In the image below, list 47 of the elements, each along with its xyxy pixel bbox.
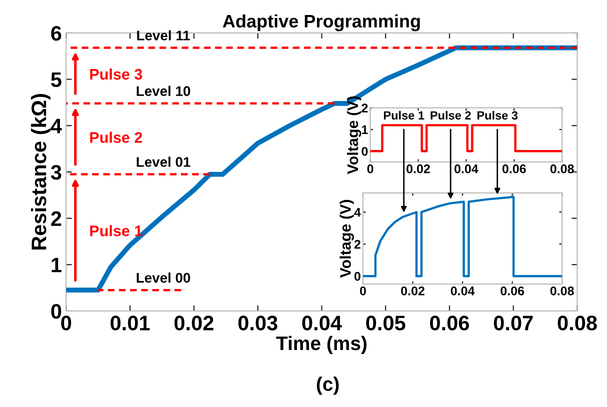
y-tick-label: 0 bbox=[362, 146, 368, 156]
x-axis-title: Time (ms) bbox=[276, 336, 366, 354]
x-tick-label: 0.04 bbox=[450, 286, 475, 296]
annotation: Pulse 1 bbox=[384, 110, 424, 120]
x-tick-label: 0.02 bbox=[401, 286, 424, 296]
y-tick-label: 6 bbox=[51, 26, 62, 41]
series-label: Level 11 bbox=[137, 30, 190, 40]
annotation: Pulse 2 bbox=[90, 132, 142, 143]
y-tick-label: 2 bbox=[362, 104, 368, 112]
line-series bbox=[362, 196, 562, 278]
x-tick-label: 0.07 bbox=[494, 316, 533, 330]
series-label: Level 01 bbox=[136, 156, 190, 167]
text: (c) bbox=[316, 376, 339, 395]
y-tick-label: 4 bbox=[354, 208, 361, 217]
x-tick-label: 0 bbox=[61, 316, 72, 330]
x-tick-label: 0.08 bbox=[550, 286, 574, 296]
y-tick-label: 3 bbox=[50, 164, 62, 180]
y-tick-label: 1 bbox=[52, 258, 62, 272]
y-tick-label: 2 bbox=[354, 240, 360, 249]
x-tick-label: 0.06 bbox=[430, 316, 470, 330]
y-tick-label: 5 bbox=[51, 72, 62, 88]
x-tick-label: 0.04 bbox=[454, 164, 478, 174]
annotation: Pulse 2 bbox=[430, 110, 471, 120]
x-tick-label: 0.08 bbox=[550, 164, 574, 174]
x-tick-label: 0.02 bbox=[406, 164, 430, 174]
x-tick-label: 0.01 bbox=[110, 316, 150, 330]
x-tick-label: 0.02 bbox=[174, 316, 214, 330]
y-tick-label: 0 bbox=[51, 304, 62, 319]
y-tick-label: 0 bbox=[354, 272, 360, 281]
series-label: Level 10 bbox=[136, 86, 190, 96]
series-label: Level 00 bbox=[136, 272, 190, 283]
x-tick-label: 0.05 bbox=[366, 316, 406, 330]
annotation: Pulse 1 bbox=[90, 225, 142, 236]
y-tick-label: 4 bbox=[50, 118, 62, 134]
x-tick-label: 0.04 bbox=[302, 316, 342, 330]
annotation: Pulse 3 bbox=[90, 68, 142, 80]
y-tick-label: 2 bbox=[51, 211, 62, 226]
y-axis-title: Voltage (V) bbox=[346, 96, 362, 174]
y-axis-title: Resistance (kΩ) bbox=[30, 94, 50, 250]
annotation: Pulse 3 bbox=[477, 110, 518, 120]
x-tick-label: 0.03 bbox=[238, 316, 278, 330]
chart-title: Adaptive Programming bbox=[222, 14, 420, 32]
y-axis-title: Voltage (V) bbox=[340, 200, 354, 278]
x-tick-label: 0.08 bbox=[558, 316, 597, 330]
x-tick-label: 0.06 bbox=[502, 164, 526, 174]
x-tick-label: 0.06 bbox=[500, 286, 524, 296]
y-tick-label: 1 bbox=[362, 125, 368, 134]
